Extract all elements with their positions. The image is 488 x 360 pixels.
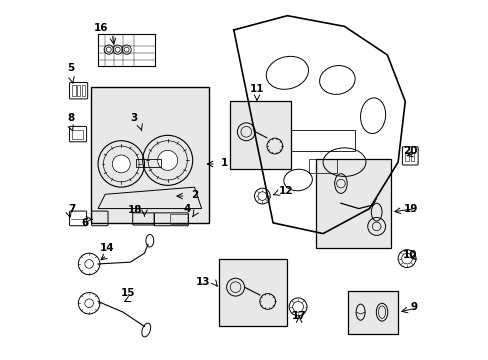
Text: 6: 6 xyxy=(81,218,89,228)
Circle shape xyxy=(157,150,177,170)
Text: 15: 15 xyxy=(121,288,135,298)
Text: 18: 18 xyxy=(128,205,142,215)
Text: 7: 7 xyxy=(68,204,76,214)
Bar xyxy=(347,291,397,334)
Bar xyxy=(98,33,155,66)
Text: 14: 14 xyxy=(100,243,114,253)
Text: 3: 3 xyxy=(130,113,137,123)
Text: 17: 17 xyxy=(291,311,306,321)
Bar xyxy=(410,153,413,161)
Text: 19: 19 xyxy=(403,203,417,213)
Bar xyxy=(219,258,287,327)
Bar xyxy=(290,130,354,152)
Circle shape xyxy=(112,155,130,173)
Text: 12: 12 xyxy=(278,186,292,196)
Bar xyxy=(77,85,80,96)
Bar xyxy=(315,158,390,248)
Bar xyxy=(72,85,75,96)
Text: 13: 13 xyxy=(196,277,210,287)
Text: 4: 4 xyxy=(183,203,190,213)
Bar xyxy=(308,158,337,173)
Bar xyxy=(135,158,160,167)
Text: 9: 9 xyxy=(410,302,417,312)
Text: 8: 8 xyxy=(67,113,75,123)
Text: 11: 11 xyxy=(249,84,264,94)
Text: 1: 1 xyxy=(221,158,228,168)
Text: 5: 5 xyxy=(67,63,75,73)
Text: 10: 10 xyxy=(403,250,417,260)
Bar xyxy=(81,85,84,96)
Bar xyxy=(72,130,83,139)
Text: 2: 2 xyxy=(190,190,198,200)
Bar xyxy=(91,87,208,223)
Text: 20: 20 xyxy=(403,147,417,157)
Bar xyxy=(230,102,290,169)
Text: 16: 16 xyxy=(94,23,108,33)
Bar xyxy=(405,153,408,161)
